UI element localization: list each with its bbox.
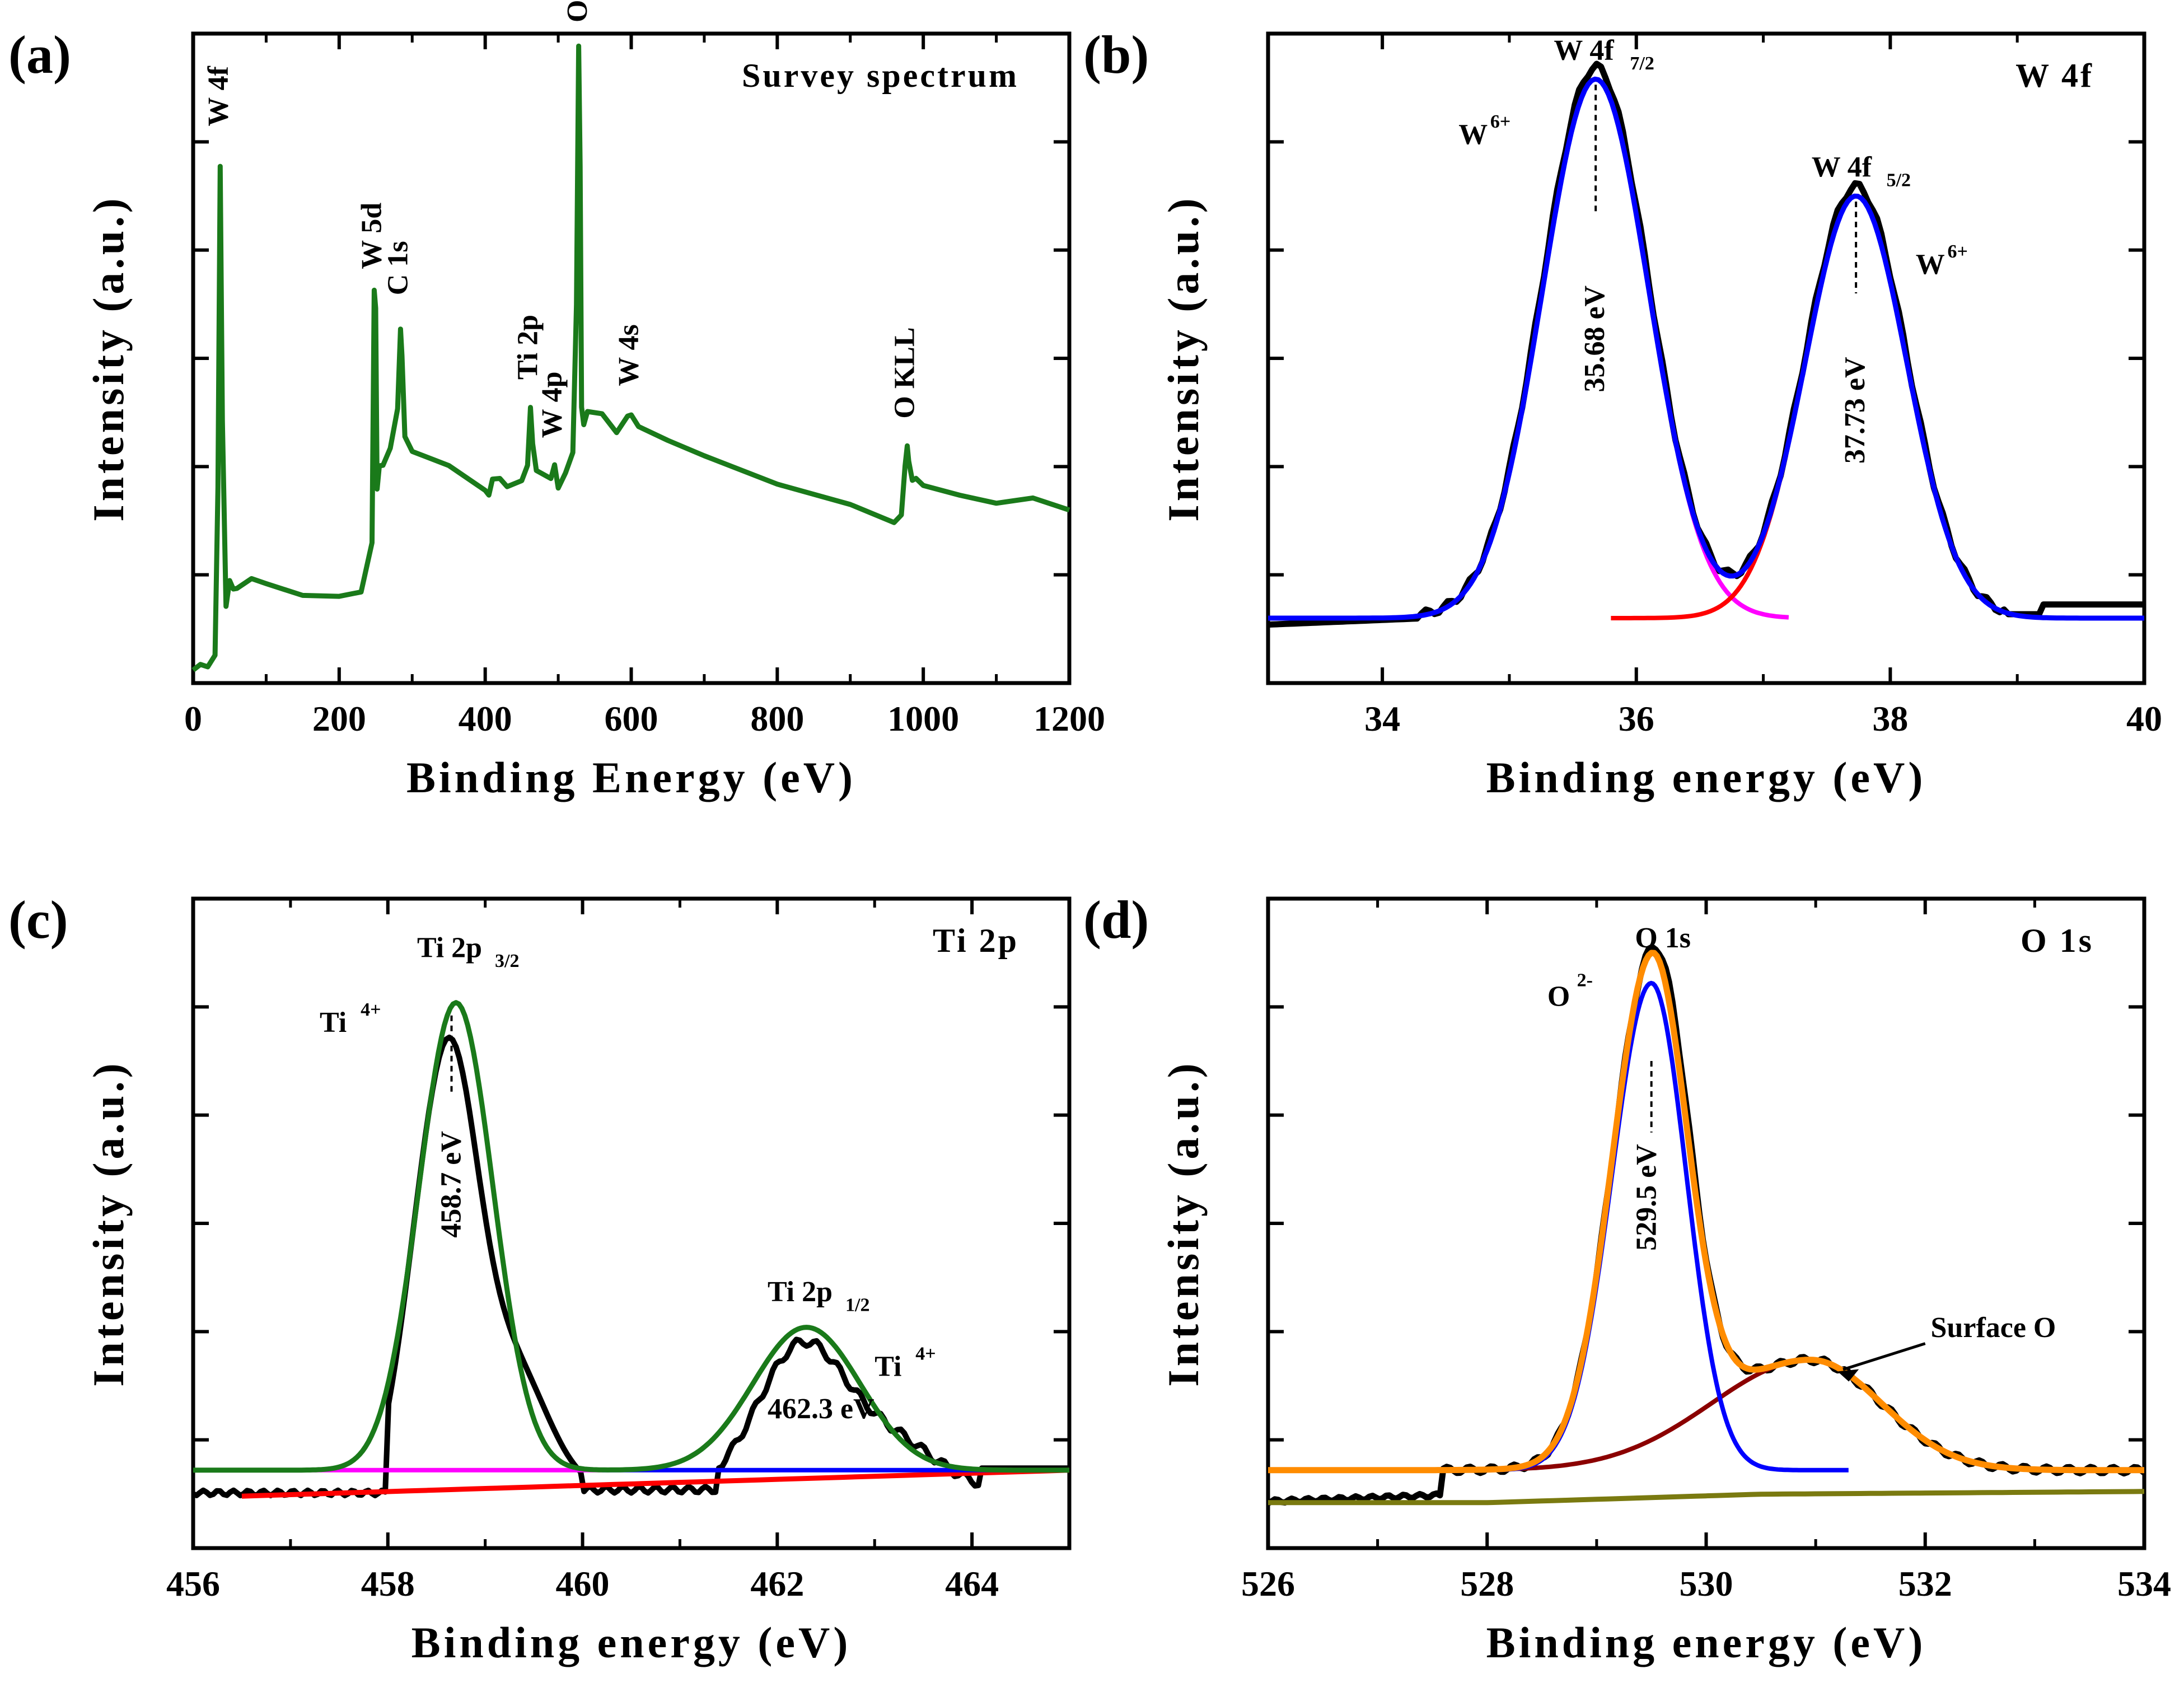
peak-annotation: W 4f: [203, 66, 235, 127]
peak-label-w4f52: W 4f: [1812, 151, 1872, 183]
panel-title: Survey spectrum: [742, 57, 1019, 94]
shirley-background-line: [241, 1467, 1070, 1499]
panel-title: W 4f: [2015, 57, 2094, 94]
x-tick-label: 40: [2126, 699, 2162, 739]
peak-label-subscript: 7/2: [1630, 53, 1654, 74]
survey-spectrum-line: [191, 43, 1070, 672]
x-tick-label: 0: [184, 699, 202, 739]
y-axis-label: Intensity (a.u.): [1159, 1060, 1208, 1387]
oxidation-state-label: W: [1916, 249, 1945, 281]
peak-annotation: O KLL: [888, 327, 920, 418]
plot-frame: [1266, 31, 2146, 685]
panel-title: Ti 2p: [933, 922, 1019, 959]
oxidation-state-superscript: 4+: [915, 1344, 936, 1364]
peak-annotation: W 5d: [356, 203, 387, 269]
x-tick-label: 460: [556, 1564, 610, 1604]
oxidation-state-superscript: 6+: [1947, 241, 1967, 262]
panel-label: (b): [1083, 25, 1149, 85]
experimental-data-line: [1266, 944, 2146, 1506]
experimental-data-line: [191, 1034, 1069, 1498]
x-tick-label: 1000: [887, 699, 959, 739]
oxidation-state-label: O: [1547, 980, 1570, 1012]
peak-annotation: O 1s: [562, 0, 593, 22]
panel-title: O 1s: [2021, 922, 2094, 959]
peak-label-o1s: O 1s: [1635, 922, 1691, 954]
peak-annotation: C 1s: [382, 241, 414, 295]
y-axis-label: Intensity (a.u.): [84, 1060, 133, 1387]
x-tick-label: 462: [750, 1564, 804, 1604]
x-tick-label: 36: [1619, 699, 1654, 739]
x-tick-label: 400: [459, 699, 512, 739]
peak-energy-label: 37.73 eV: [1839, 357, 1871, 464]
x-tick-label: 464: [945, 1564, 999, 1604]
oxidation-state-label: W: [1458, 119, 1488, 151]
peak-energy-label: 458.7 eV: [436, 1131, 467, 1238]
envelope-fit-line: [1268, 950, 2145, 1474]
peak-energy-label: 462.3 eV: [768, 1393, 874, 1425]
peak-annotation: Ti 2p: [512, 315, 544, 380]
x-tick-label: 534: [2117, 1564, 2171, 1604]
peak-label-w4f72: W 4f: [1554, 34, 1614, 66]
oxidation-state-superscript: 2-: [1577, 970, 1593, 991]
panel-2: 456 458 460 462 464 Binding energy (eV) Intens…: [8, 890, 1072, 1667]
panel-0: 0 200 400 600 800 1000 1200 Binding Energy (eV)…: [8, 0, 1105, 802]
oxidation-state-superscript: 6+: [1490, 111, 1510, 132]
surface-o-label: Surface O: [1931, 1312, 2056, 1344]
surface-o-arrowhead: [1837, 1369, 1859, 1382]
oxidation-state-label: Ti: [874, 1351, 901, 1383]
x-tick-label: 528: [1460, 1564, 1514, 1604]
x-tick-label: 526: [1241, 1564, 1295, 1604]
y-axis-label: Intensity (a.u.): [84, 195, 133, 522]
x-tick-label: 200: [312, 699, 366, 739]
oxidation-state-superscript: 4+: [361, 999, 381, 1020]
x-tick-label: 38: [1872, 699, 1908, 739]
panel-3: 526 528 530 532 534 Binding energy (eV) Intens…: [1083, 890, 2171, 1667]
x-tick-label: 456: [166, 1564, 220, 1604]
peak-label-subscript: 3/2: [495, 951, 519, 971]
surface-o-arrow: [1842, 1342, 1926, 1371]
peak-energy-label: 529.5 eV: [1631, 1144, 1663, 1251]
peak-energy-label: 35.68 eV: [1579, 286, 1611, 392]
y-axis-label: Intensity (a.u.): [1159, 195, 1208, 522]
plot-frame: [1266, 896, 2146, 1550]
peak-label-subscript: 5/2: [1887, 170, 1911, 191]
x-tick-label: 532: [1898, 1564, 1952, 1604]
x-tick-label: 458: [361, 1564, 415, 1604]
panel-label: (c): [8, 890, 68, 950]
peak-annotation: W 4s: [613, 324, 645, 386]
x-tick-label: 800: [750, 699, 804, 739]
peak-label-ti2p12: Ti 2p: [768, 1276, 833, 1308]
x-axis-label: Binding Energy (eV): [406, 753, 856, 802]
envelope-fit-line: [1268, 76, 2144, 621]
panel-label: (a): [8, 25, 71, 85]
x-tick-label: 530: [1680, 1564, 1733, 1604]
x-axis-label: Binding energy (eV): [1486, 1618, 1926, 1667]
x-tick-label: 34: [1364, 699, 1400, 739]
peak-label-ti2p32: Ti 2p: [417, 932, 482, 964]
panel-label: (d): [1083, 890, 1149, 950]
w4f52-fit-line: [1611, 194, 2144, 620]
plot-frame: [191, 896, 1072, 1550]
x-axis-label: Binding energy (eV): [1486, 753, 1926, 802]
peak-label-subscript: 1/2: [845, 1295, 869, 1316]
panel-1: 34 36 38 40 Binding energy (eV) Intensity (a.…: [1083, 25, 2162, 802]
x-tick-label: 600: [605, 699, 658, 739]
x-tick-label: 1200: [1033, 699, 1105, 739]
oxidation-state-label: Ti: [320, 1007, 347, 1039]
experimental-data-line: [1268, 60, 2144, 628]
peak-fit-line: [193, 1000, 1069, 1473]
peak-annotation: W 4p: [536, 371, 568, 438]
background-line: [1268, 1489, 2145, 1506]
x-axis-label: Binding energy (eV): [411, 1618, 852, 1667]
